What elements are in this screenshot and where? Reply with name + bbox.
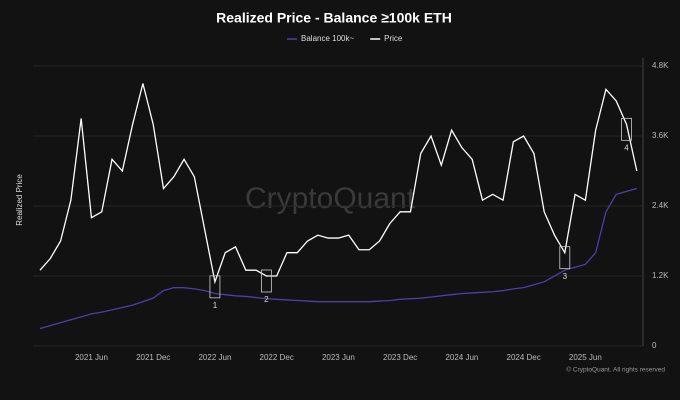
annotation-box <box>621 117 632 141</box>
x-tick-label: 2021 Dec <box>136 353 170 362</box>
x-tick-label: 2025 Jun <box>569 353 602 362</box>
y-tick-label: 1.2K <box>652 271 669 280</box>
annotation-label: 4 <box>624 143 629 152</box>
x-tick-label: 2024 Jun <box>445 353 478 362</box>
x-tick-label: 2023 Dec <box>383 353 417 362</box>
legend-label: Price <box>384 34 403 43</box>
watermark: CryptoQuant <box>245 182 416 215</box>
x-tick-label: 2022 Dec <box>260 353 294 362</box>
footer: © CryptoQuant. All rights reserved <box>566 366 665 374</box>
y-tick-label: 2.4K <box>652 201 669 210</box>
annotation-label: 2 <box>264 295 269 304</box>
y-axis-label: Realized Price <box>15 174 24 226</box>
x-tick-label: 2021 Jun <box>75 353 108 362</box>
annotation-box <box>559 246 571 270</box>
y-tick-label: 3.6K <box>652 131 669 140</box>
chart-title: Realized Price - Balance ≥100k ETH <box>216 10 452 26</box>
x-tick-label: 2024 Dec <box>507 353 541 362</box>
y-tick-label: 4.8K <box>652 61 669 70</box>
x-tick-label: 2023 Jun <box>322 353 355 362</box>
line-series <box>39 83 638 285</box>
annotation-box <box>260 269 272 293</box>
line-series <box>39 187 637 330</box>
legend-label: Balance 100k~ <box>301 34 354 43</box>
annotation-box <box>209 275 221 299</box>
y-tick-label: 0 <box>652 341 657 350</box>
annotation-label: 1 <box>213 301 218 310</box>
annotation-label: 3 <box>563 272 568 281</box>
x-tick-label: 2022 Jun <box>198 353 231 362</box>
